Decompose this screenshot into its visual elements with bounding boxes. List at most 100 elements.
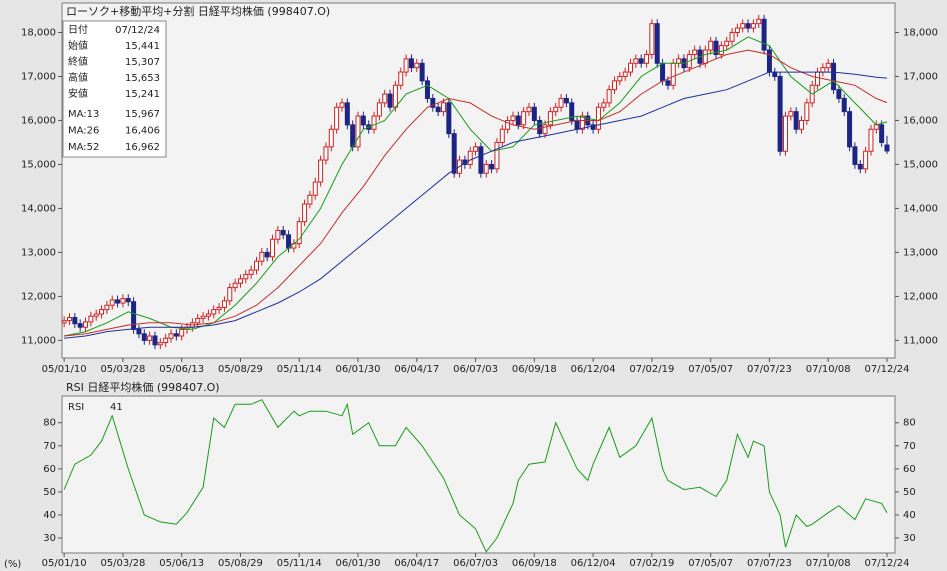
y-tick-label: 11,000 <box>21 335 56 346</box>
candle-body <box>446 102 452 135</box>
candle-body <box>553 106 559 113</box>
rsi-title: RSI 日経平均株価 (998407.O) <box>66 380 220 394</box>
legend-name: MA:26 <box>68 126 99 137</box>
candle-body <box>569 102 575 121</box>
candle-body <box>136 328 142 335</box>
y-tick-label: 13,000 <box>903 247 938 258</box>
candle-body <box>649 23 655 55</box>
x-tick-label: 06/09/18 <box>512 364 557 375</box>
x-tick-label: 05/01/10 <box>42 558 87 569</box>
candle-body <box>611 80 617 91</box>
candle-body <box>93 313 99 317</box>
candle-body <box>692 49 698 55</box>
candle-body <box>270 238 276 258</box>
candle-body <box>499 128 505 143</box>
y-tick-label: 15,000 <box>903 159 938 170</box>
candle-body <box>676 58 682 64</box>
candle-body <box>179 328 185 337</box>
y-tick-label: 14,000 <box>903 203 938 214</box>
y-tick-label: 15,000 <box>21 159 56 170</box>
x-tick-label: 07/07/23 <box>747 558 792 569</box>
legend-name: MA:13 <box>68 109 99 120</box>
candle-body <box>590 124 596 130</box>
candle-body <box>761 18 767 51</box>
candle-body <box>99 309 105 315</box>
candle-body <box>227 287 233 302</box>
x-tick-label: 07/02/19 <box>629 364 674 375</box>
y-tick-label: 30 <box>903 533 916 544</box>
candle-body <box>574 119 580 130</box>
candle-body <box>782 115 788 152</box>
candle-body <box>302 203 308 223</box>
y-tick-label: 80 <box>43 418 56 429</box>
y-tick-label: 50 <box>43 487 56 498</box>
candle-body <box>307 194 313 205</box>
candle-body <box>131 301 137 330</box>
candle-body <box>729 31 735 42</box>
candle-body <box>734 27 740 33</box>
candle-body <box>77 323 83 328</box>
candle-body <box>275 229 281 240</box>
candle-body <box>173 333 179 337</box>
candle-body <box>441 102 447 113</box>
candle-body <box>360 115 366 126</box>
x-tick-label: 07/02/19 <box>629 558 674 569</box>
info-value: 15,307 <box>125 57 160 68</box>
candle-body <box>863 150 869 170</box>
candle-body <box>825 62 831 69</box>
candle-body <box>670 62 676 86</box>
candle-body <box>505 119 511 130</box>
candle-body <box>451 133 457 174</box>
candle-body <box>473 146 479 152</box>
candle-body <box>654 23 660 64</box>
candle-body <box>884 144 890 152</box>
candle-body <box>521 111 527 126</box>
info-label: 安値 <box>68 87 88 100</box>
candle-body <box>836 89 842 99</box>
candle-body <box>841 97 847 113</box>
candle-body <box>483 163 489 174</box>
candle-body <box>510 115 516 121</box>
candle-body <box>815 71 821 86</box>
info-label: 始値 <box>68 39 88 52</box>
candle-body <box>617 75 623 82</box>
candle-body <box>200 315 206 319</box>
candle-body <box>718 45 724 55</box>
y-tick-label: 40 <box>43 510 56 521</box>
candle-body <box>868 128 874 152</box>
candle-body <box>259 251 265 262</box>
candle-body <box>478 146 484 174</box>
candle-body <box>595 106 601 130</box>
legend-value: 15,967 <box>125 109 160 120</box>
candle-body <box>339 102 345 108</box>
candle-body <box>157 342 163 346</box>
x-tick-label: 06/12/04 <box>571 364 616 375</box>
candle-body <box>205 313 211 317</box>
candle-body <box>195 317 201 324</box>
x-tick-label: 06/07/03 <box>453 558 498 569</box>
candle-body <box>109 299 115 306</box>
candle-body <box>542 124 548 135</box>
x-tick-label: 07/10/08 <box>806 364 851 375</box>
candle-body <box>606 89 612 104</box>
y-tick-label: 40 <box>903 510 916 521</box>
info-value: 15,241 <box>125 89 160 100</box>
candle-body <box>563 97 569 104</box>
candle-body <box>253 260 259 271</box>
candle-body <box>408 58 414 69</box>
candle-body <box>857 163 863 170</box>
candle-body <box>644 53 650 64</box>
candle-body <box>547 111 553 126</box>
y-tick-label: 80 <box>903 418 916 429</box>
candle-body <box>831 62 837 91</box>
series-line <box>64 49 888 337</box>
candle-body <box>323 146 329 161</box>
candle-body <box>756 18 762 25</box>
candle-body <box>350 124 356 148</box>
candle-body <box>280 229 286 236</box>
candle-body <box>713 40 719 55</box>
x-tick-label: 06/04/17 <box>394 364 439 375</box>
x-tick-label: 05/03/28 <box>100 364 145 375</box>
candle-body <box>66 317 72 322</box>
